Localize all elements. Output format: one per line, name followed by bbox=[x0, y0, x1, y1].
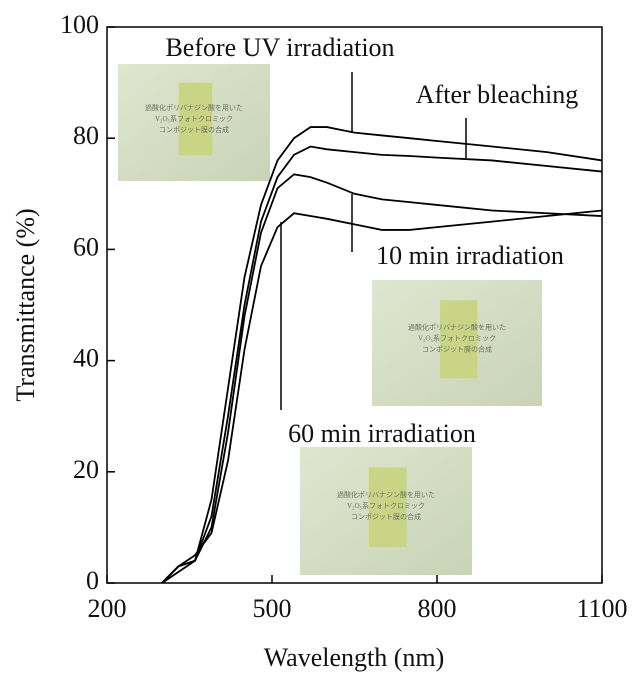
photo-film bbox=[178, 82, 213, 156]
photos: 過酸化ポリバナジン酸を用いたV₂O₅系フォトクロミックコンポジット膜の合成過酸化… bbox=[118, 64, 542, 575]
y-tick-label: 20 bbox=[73, 455, 99, 484]
series-line bbox=[161, 173, 603, 584]
photo-text: V₂O₅系フォトクロミック bbox=[418, 333, 496, 342]
y-tick-label: 40 bbox=[73, 344, 99, 373]
x-tick-label: 500 bbox=[253, 594, 292, 623]
photo-text: 過酸化ポリバナジン酸を用いた bbox=[337, 490, 435, 499]
y-tick-label: 0 bbox=[86, 566, 99, 595]
series-line bbox=[161, 126, 603, 584]
series-line bbox=[161, 209, 603, 584]
x-tick-label: 800 bbox=[418, 594, 457, 623]
annotation: 60 min irradiation bbox=[288, 419, 476, 448]
photo-text: 過酸化ポリバナジン酸を用いた bbox=[145, 103, 243, 112]
x-axis-label: Wavelength (nm) bbox=[264, 643, 445, 672]
photo-text: コンポジット膜の合成 bbox=[351, 512, 421, 521]
x-tick-label: 200 bbox=[88, 594, 127, 623]
y-tick-label: 80 bbox=[73, 121, 99, 150]
x-tick-label: 1100 bbox=[576, 594, 627, 623]
photo-text: V₂O₅系フォトクロミック bbox=[347, 501, 425, 510]
photo-text: 過酸化ポリバナジン酸を用いた bbox=[408, 322, 506, 331]
plot-frame bbox=[106, 26, 603, 584]
annotation: 10 min irradiation bbox=[376, 241, 564, 270]
y-tick-label: 60 bbox=[73, 232, 99, 261]
y-axis-label: Transmittance (%) bbox=[11, 208, 40, 401]
photo-text: コンポジット膜の合成 bbox=[159, 125, 229, 134]
photo-film bbox=[368, 467, 407, 547]
annotation: After bleaching bbox=[416, 80, 578, 109]
series-line bbox=[161, 145, 603, 584]
y-tick-label: 100 bbox=[60, 10, 99, 39]
photo-text: V₂O₅系フォトクロミック bbox=[155, 114, 233, 123]
photo-text: コンポジット膜の合成 bbox=[422, 344, 492, 353]
annotation: Before UV irradiation bbox=[165, 33, 394, 62]
photo-film bbox=[440, 300, 478, 379]
